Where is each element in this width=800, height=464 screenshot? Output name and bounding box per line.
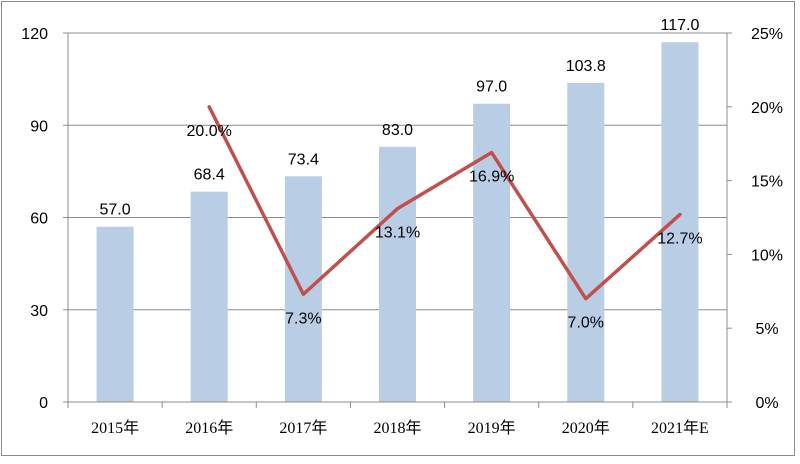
growth-value-label: 20.0% xyxy=(187,123,232,140)
growth-value-label: 13.1% xyxy=(375,225,420,242)
y-tick-label: 120 xyxy=(21,26,48,43)
bar xyxy=(96,226,134,402)
bar-value-label: 68.4 xyxy=(194,167,225,184)
y2-tick-label: 5% xyxy=(755,321,778,338)
y-tick-label: 60 xyxy=(30,211,48,228)
bar-value-label: 57.0 xyxy=(100,202,131,219)
x-tick-label: 2019年 xyxy=(468,419,516,437)
bar xyxy=(473,103,511,402)
bar xyxy=(190,191,228,402)
bar xyxy=(284,176,322,402)
x-tick-label: 2021年E xyxy=(651,419,709,437)
y-tick-label: 30 xyxy=(30,303,48,320)
x-tick-label: 2017年 xyxy=(279,419,327,437)
y2-tick-label: 25% xyxy=(751,26,783,43)
bar xyxy=(567,82,605,402)
bar-value-label: 117.0 xyxy=(660,17,699,34)
x-tick-label: 2018年 xyxy=(373,419,421,437)
growth-line xyxy=(207,105,682,301)
bar-value-label: 97.0 xyxy=(476,79,507,96)
growth-value-label: 7.3% xyxy=(285,310,321,327)
x-tick-label: 2015年 xyxy=(91,419,139,437)
x-tick-label: 2016年 xyxy=(185,419,233,437)
y2-tick-label: 20% xyxy=(751,100,783,117)
growth-value-label: 12.7% xyxy=(657,231,702,248)
bar-value-label: 73.4 xyxy=(288,151,319,168)
y-tick-label: 0 xyxy=(39,395,48,412)
bar-value-label: 83.0 xyxy=(382,122,413,139)
x-tick-label: 2020年 xyxy=(562,419,610,437)
growth-value-label: 7.0% xyxy=(568,315,604,332)
bar-value-label: 103.8 xyxy=(566,58,606,75)
growth-value-label: 16.9% xyxy=(469,169,514,186)
y2-tick-label: 10% xyxy=(751,247,783,264)
y2-tick-label: 0% xyxy=(755,395,778,412)
bar xyxy=(661,42,699,402)
y2-tick-label: 15% xyxy=(751,174,783,191)
bar xyxy=(379,146,416,402)
y-tick-label: 90 xyxy=(30,118,48,135)
